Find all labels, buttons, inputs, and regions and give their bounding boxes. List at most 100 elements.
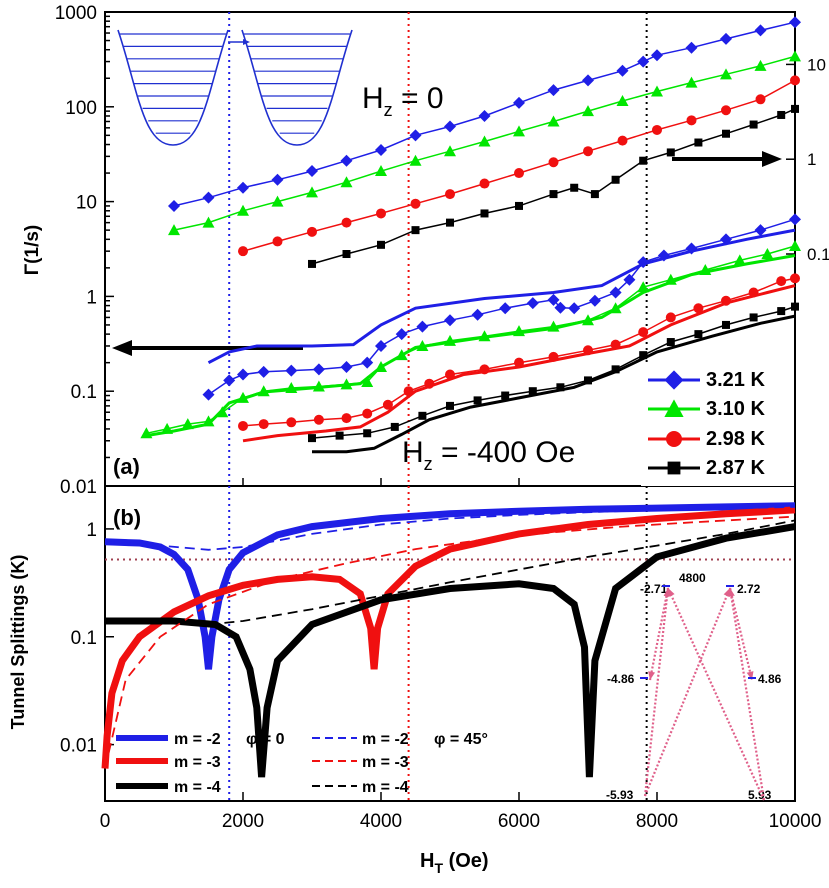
data-point — [308, 259, 316, 268]
data-point — [609, 286, 622, 299]
annotation-hz0: Hz = 0 — [362, 82, 444, 120]
data-point — [547, 84, 560, 97]
data-point — [271, 173, 284, 186]
data-point — [168, 224, 180, 236]
potential-well — [117, 29, 229, 146]
data-point — [444, 145, 456, 157]
data-point — [554, 301, 567, 314]
transition-arrow — [643, 587, 670, 797]
a-ytick-label: 100 — [65, 98, 97, 119]
data-point — [515, 201, 523, 210]
data-point — [582, 105, 594, 117]
data-point — [556, 383, 565, 392]
data-point — [754, 224, 767, 237]
data-point — [444, 314, 456, 327]
data-point — [583, 146, 593, 157]
data-point — [666, 338, 675, 347]
data-point — [657, 249, 670, 262]
a-rtick-label: 10 — [807, 55, 826, 74]
panel-a-plot — [140, 16, 801, 454]
data-point — [609, 302, 622, 314]
double-well-inset — [117, 29, 353, 146]
data-point — [257, 385, 270, 397]
data-point — [168, 199, 180, 212]
data-point — [340, 176, 353, 188]
data-point — [526, 297, 539, 310]
data-point — [639, 351, 648, 360]
b-ytick-label: 0.1 — [71, 628, 97, 649]
data-point — [335, 431, 344, 440]
data-point — [685, 242, 698, 255]
data-point — [390, 422, 399, 431]
data-point — [791, 104, 799, 113]
data-point — [685, 76, 698, 88]
transition-arrow-head — [648, 671, 656, 680]
data-point — [340, 378, 353, 390]
data-point — [479, 364, 490, 375]
data-point — [237, 181, 249, 194]
data-point — [638, 327, 649, 338]
data-point — [789, 16, 801, 29]
data-point — [588, 294, 601, 307]
right-axis-arrow — [672, 151, 782, 167]
upper-series-line — [173, 21, 796, 207]
panel-b-legend: m = -2 m = -3 m = -4 φ = 0 m = -2 m = -3… — [116, 731, 488, 796]
level-label-m271: -2.71 — [640, 582, 668, 596]
data-point — [528, 387, 537, 396]
data-point — [617, 135, 628, 146]
level-label-p486: 4.86 — [758, 672, 782, 686]
panel-a-legend: 3.21 K 3.10 K 2.98 K 2.87 K — [641, 362, 794, 486]
data-point — [548, 351, 559, 362]
data-point — [478, 109, 491, 122]
panel-a-ylabel: Γ(1/s) — [22, 225, 43, 276]
data-point — [590, 190, 599, 199]
data-point — [547, 293, 560, 306]
data-point — [473, 396, 482, 405]
b-ytick-label: 0.01 — [60, 736, 97, 757]
data-point — [790, 75, 800, 86]
data-point — [375, 361, 387, 373]
legend-b-m2-solid: m = -2 — [174, 731, 221, 748]
data-point — [514, 357, 524, 368]
data-point — [361, 356, 374, 369]
data-point — [161, 422, 174, 434]
data-point — [666, 431, 682, 447]
splitting-curve — [101, 506, 796, 769]
data-point — [285, 382, 298, 394]
data-point — [308, 434, 316, 443]
data-point — [375, 165, 387, 177]
a-ytick-label: 0.01 — [60, 477, 97, 498]
data-point — [651, 49, 663, 62]
fit-line — [242, 284, 796, 443]
data-point — [418, 411, 427, 420]
data-point — [722, 320, 730, 329]
data-point — [568, 302, 581, 315]
data-point — [791, 302, 799, 311]
data-point — [478, 135, 491, 147]
data-point — [471, 308, 484, 321]
data-point — [637, 256, 650, 269]
data-point — [376, 208, 386, 219]
data-point — [547, 115, 560, 127]
data-point — [651, 85, 663, 97]
data-point — [664, 399, 684, 417]
data-point — [637, 55, 650, 68]
legend-item-321: 3.21 K — [706, 369, 765, 391]
xtick-label: 0 — [100, 811, 111, 832]
data-point — [202, 216, 215, 228]
data-point — [583, 345, 593, 356]
series-line — [242, 277, 796, 427]
data-point — [340, 154, 353, 167]
data-point — [375, 339, 387, 352]
data-point — [582, 74, 594, 87]
data-point — [754, 24, 767, 37]
data-point — [410, 198, 421, 209]
data-point — [216, 406, 229, 418]
data-point — [306, 186, 318, 198]
data-point — [616, 64, 629, 77]
data-point — [313, 414, 324, 425]
legend-b-m3-dashed: m = -3 — [362, 754, 409, 771]
splitting-curve — [105, 523, 796, 778]
